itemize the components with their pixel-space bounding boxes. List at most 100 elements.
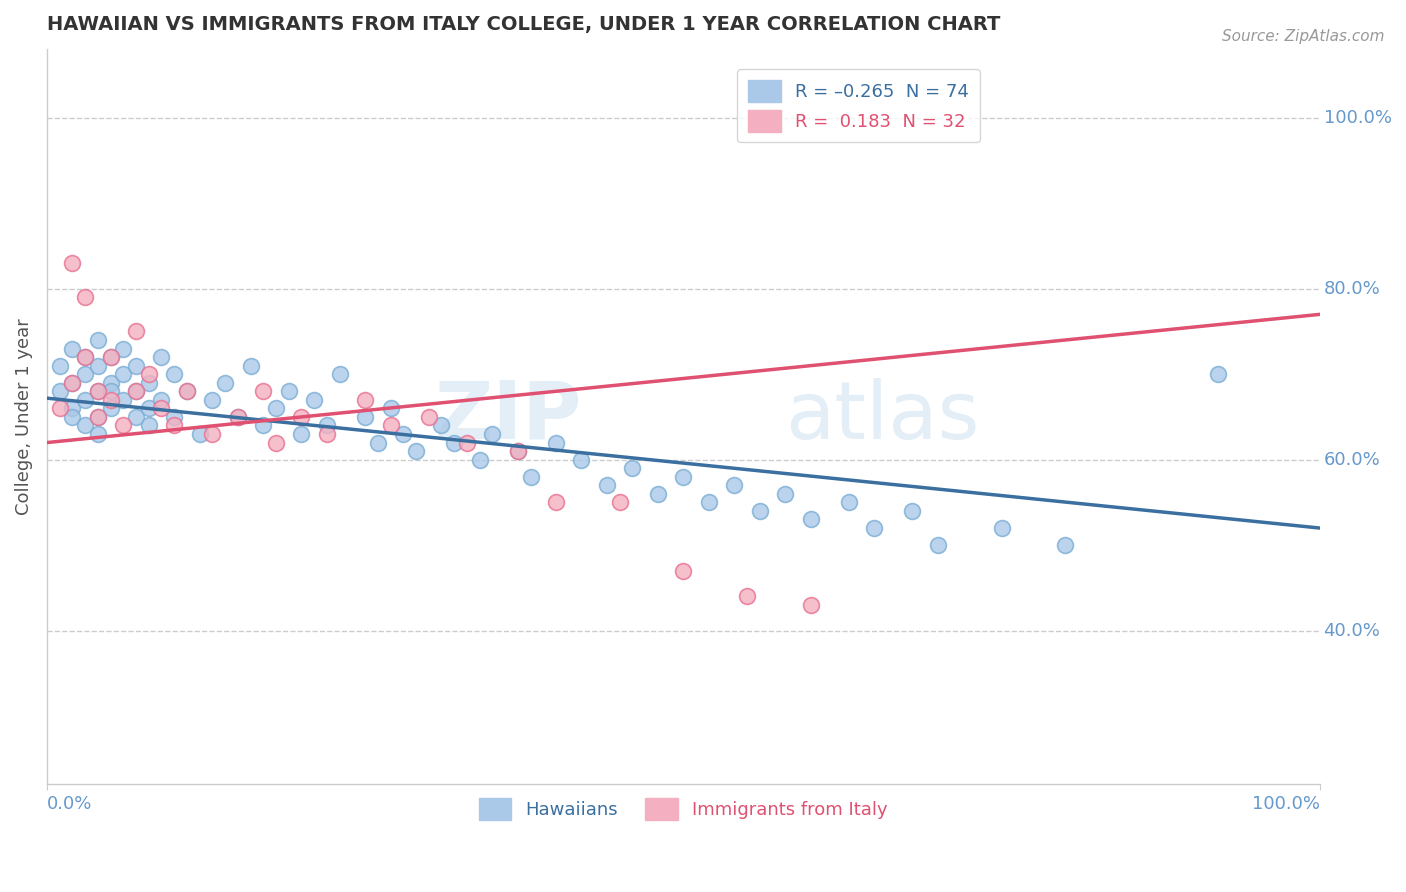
Y-axis label: College, Under 1 year: College, Under 1 year (15, 318, 32, 516)
Point (75, 392, 97, 407)
Text: 100.0%: 100.0% (1251, 795, 1320, 813)
Point (150, 401, 173, 416)
Point (48, 384, 70, 399)
Point (735, 590, 758, 604)
Text: 60.0%: 60.0% (1323, 450, 1381, 468)
Point (87, 409, 110, 424)
Point (100, 350, 122, 364)
Point (48, 359, 70, 373)
Point (800, 598, 823, 612)
Text: 40.0%: 40.0% (1323, 622, 1381, 640)
Point (354, 409, 377, 424)
Point (506, 444, 529, 458)
Point (188, 427, 211, 442)
Text: 0.0%: 0.0% (46, 795, 93, 813)
Point (226, 409, 249, 424)
Point (239, 359, 262, 373)
Point (544, 495, 567, 509)
Point (290, 427, 312, 442)
Point (138, 401, 160, 416)
Point (176, 384, 198, 399)
Point (201, 392, 224, 407)
Point (48, 401, 70, 416)
Point (609, 495, 631, 509)
Text: 80.0%: 80.0% (1323, 280, 1381, 298)
Point (163, 409, 186, 424)
Point (214, 376, 236, 390)
Point (596, 478, 619, 492)
Point (112, 418, 135, 433)
Point (100, 384, 122, 399)
Point (226, 409, 249, 424)
Point (75, 418, 97, 433)
Point (125, 325, 148, 339)
Point (264, 401, 287, 416)
Point (75, 290, 97, 304)
Text: atlas: atlas (785, 378, 980, 456)
Point (176, 384, 198, 399)
Point (901, 504, 924, 518)
Point (125, 384, 148, 399)
Point (506, 444, 529, 458)
Point (138, 368, 160, 382)
Text: 100.0%: 100.0% (1323, 109, 1392, 127)
Point (405, 444, 427, 458)
Text: ZIP: ZIP (434, 378, 582, 456)
Point (863, 521, 886, 535)
Point (621, 461, 644, 475)
Point (354, 392, 377, 407)
Point (380, 418, 402, 433)
Point (1054, 538, 1077, 552)
Point (150, 392, 173, 407)
Point (60, 342, 83, 356)
Point (75, 368, 97, 382)
Point (60, 376, 83, 390)
Point (125, 409, 148, 424)
Point (60, 401, 83, 416)
Point (290, 409, 312, 424)
Point (125, 359, 148, 373)
Point (75, 350, 97, 364)
Point (75, 350, 97, 364)
Point (100, 376, 122, 390)
Point (150, 350, 173, 364)
Point (316, 418, 339, 433)
Point (723, 478, 745, 492)
Point (163, 418, 186, 433)
Point (60, 256, 83, 270)
Point (418, 409, 440, 424)
Point (672, 469, 695, 483)
Point (316, 427, 339, 442)
Point (838, 495, 860, 509)
Point (456, 435, 478, 450)
Point (252, 384, 274, 399)
Point (367, 435, 389, 450)
Point (163, 368, 186, 382)
Legend: Hawaiians, Immigrants from Italy: Hawaiians, Immigrants from Italy (471, 790, 896, 827)
Point (138, 418, 160, 433)
Point (380, 401, 402, 416)
Point (100, 392, 122, 407)
Point (990, 521, 1012, 535)
Point (87, 427, 110, 442)
Point (252, 418, 274, 433)
Point (927, 538, 949, 552)
Point (302, 392, 325, 407)
Point (571, 452, 593, 467)
Point (112, 392, 135, 407)
Point (392, 427, 415, 442)
Point (100, 350, 122, 364)
Point (87, 333, 110, 347)
Point (87, 409, 110, 424)
Point (672, 564, 695, 578)
Point (100, 401, 122, 416)
Point (87, 384, 110, 399)
Point (112, 368, 135, 382)
Point (519, 469, 541, 483)
Point (443, 435, 465, 450)
Point (264, 435, 287, 450)
Point (748, 504, 770, 518)
Point (773, 487, 796, 501)
Text: Source: ZipAtlas.com: Source: ZipAtlas.com (1222, 29, 1385, 44)
Point (430, 418, 453, 433)
